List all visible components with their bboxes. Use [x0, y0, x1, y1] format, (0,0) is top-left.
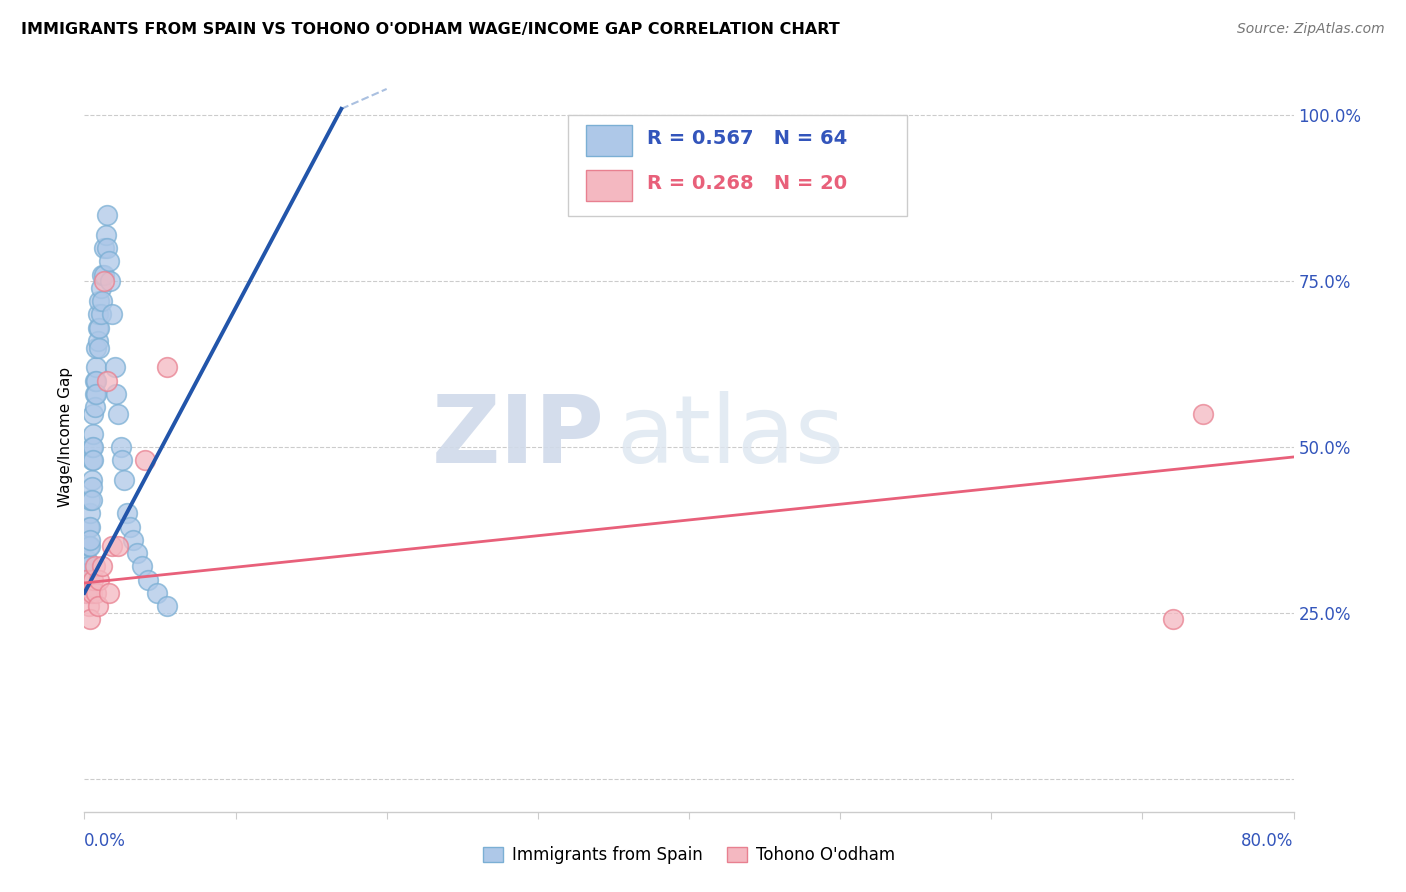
Point: [86, 586, 108, 600]
Point: [76, 566, 98, 580]
Point: [84, 401, 107, 415]
Point: [77, 599, 100, 614]
Point: [107, 540, 129, 554]
Point: [105, 387, 128, 401]
Point: [87, 320, 110, 334]
Point: [90, 281, 112, 295]
FancyBboxPatch shape: [586, 125, 633, 156]
Point: [96, 374, 118, 388]
Y-axis label: Wage/Income Gap: Wage/Income Gap: [58, 367, 73, 508]
Text: R = 0.567   N = 64: R = 0.567 N = 64: [647, 129, 846, 148]
Point: [111, 453, 134, 467]
Point: [90, 307, 112, 321]
Point: [80, 440, 103, 454]
Point: [82, 426, 104, 441]
Point: [77, 540, 100, 554]
Point: [96, 208, 118, 222]
Point: [84, 387, 107, 401]
Point: [110, 440, 132, 454]
Point: [93, 274, 115, 288]
Point: [91, 559, 114, 574]
Point: [89, 573, 111, 587]
Text: Source: ZipAtlas.com: Source: ZipAtlas.com: [1237, 22, 1385, 37]
Point: [100, 540, 122, 554]
Point: [80, 453, 103, 467]
Point: [156, 599, 179, 614]
Point: [76, 553, 98, 567]
Point: [87, 334, 110, 348]
Point: [86, 374, 108, 388]
Point: [75, 573, 97, 587]
Point: [100, 307, 122, 321]
Point: [77, 559, 100, 574]
Point: [91, 294, 114, 309]
Point: [87, 307, 110, 321]
Point: [79, 540, 101, 554]
Point: [1192, 407, 1215, 421]
Point: [82, 453, 104, 467]
Point: [107, 407, 129, 421]
Point: [93, 241, 115, 255]
Point: [77, 519, 100, 533]
Text: 0.0%: 0.0%: [84, 831, 127, 849]
Point: [84, 559, 107, 574]
Point: [97, 586, 120, 600]
Text: 80.0%: 80.0%: [1241, 831, 1294, 849]
Point: [87, 599, 110, 614]
Point: [77, 573, 100, 587]
Point: [75, 586, 97, 600]
Point: [79, 533, 101, 547]
Point: [79, 493, 101, 508]
Point: [86, 341, 108, 355]
Point: [156, 360, 179, 375]
Point: [146, 586, 169, 600]
Point: [112, 473, 135, 487]
Point: [1161, 612, 1184, 626]
Point: [80, 493, 103, 508]
Text: R = 0.268   N = 20: R = 0.268 N = 20: [647, 174, 846, 194]
Point: [82, 407, 104, 421]
Point: [75, 573, 97, 587]
Point: [75, 559, 97, 574]
FancyBboxPatch shape: [586, 169, 633, 201]
Point: [97, 254, 120, 268]
Text: atlas: atlas: [616, 391, 845, 483]
Point: [76, 586, 98, 600]
Point: [76, 573, 98, 587]
Point: [115, 506, 138, 520]
Point: [104, 360, 127, 375]
Point: [131, 559, 153, 574]
Point: [94, 227, 117, 242]
Point: [98, 274, 121, 288]
Point: [136, 573, 159, 587]
Point: [96, 241, 118, 255]
Point: [80, 480, 103, 494]
Point: [134, 453, 156, 467]
Point: [127, 546, 149, 560]
Text: ZIP: ZIP: [432, 391, 605, 483]
Point: [80, 473, 103, 487]
Point: [93, 268, 115, 282]
Point: [84, 374, 107, 388]
Point: [86, 360, 108, 375]
Point: [89, 320, 111, 334]
Point: [82, 440, 104, 454]
Point: [118, 519, 141, 533]
Point: [89, 294, 111, 309]
Legend: Immigrants from Spain, Tohono O'odham: Immigrants from Spain, Tohono O'odham: [477, 839, 901, 871]
Point: [80, 586, 103, 600]
Point: [76, 579, 98, 593]
Point: [86, 387, 108, 401]
Point: [121, 533, 143, 547]
Point: [89, 341, 111, 355]
Point: [79, 519, 101, 533]
Text: IMMIGRANTS FROM SPAIN VS TOHONO O'ODHAM WAGE/INCOME GAP CORRELATION CHART: IMMIGRANTS FROM SPAIN VS TOHONO O'ODHAM …: [21, 22, 839, 37]
FancyBboxPatch shape: [568, 115, 907, 216]
Point: [82, 573, 104, 587]
Point: [79, 506, 101, 520]
Point: [79, 612, 101, 626]
Point: [91, 268, 114, 282]
